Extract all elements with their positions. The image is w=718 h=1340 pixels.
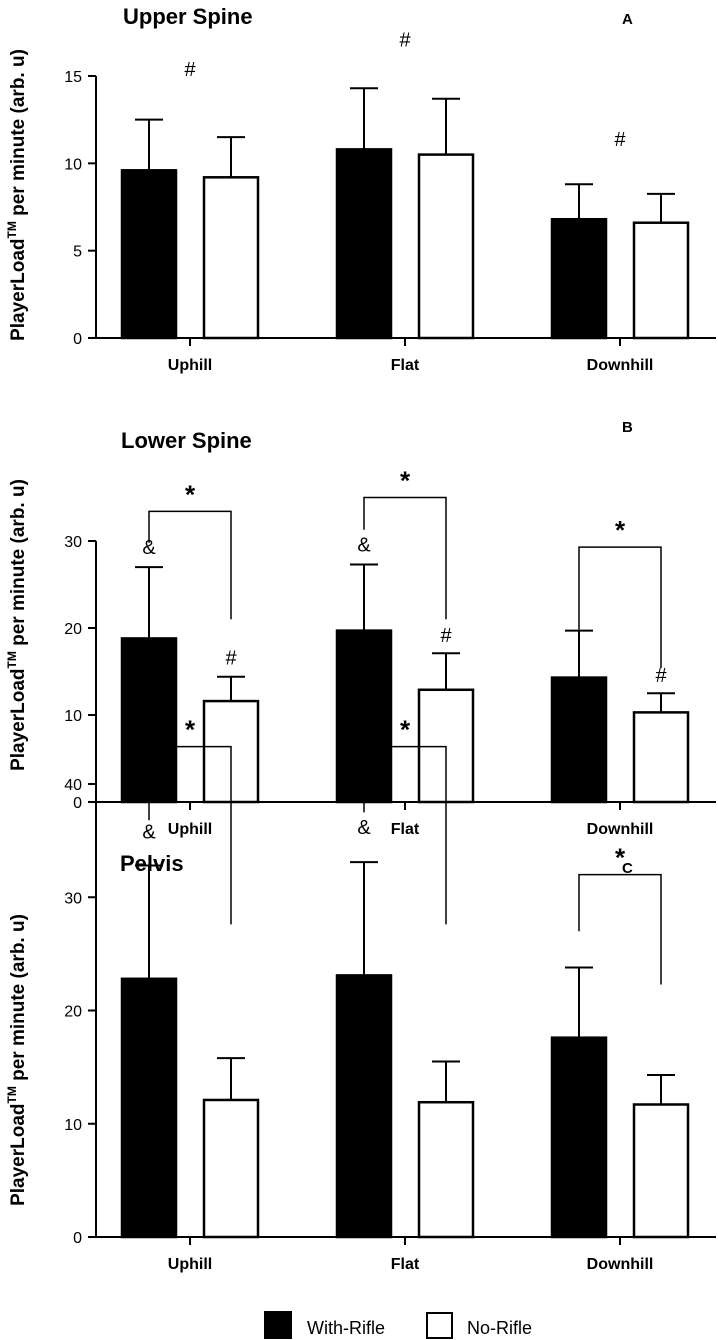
y-tick-label: 15 [64, 69, 82, 86]
legend-label-no-rifle: No-Rifle [467, 1318, 532, 1338]
legend-label-with-rifle: With-Rifle [307, 1318, 385, 1338]
panel-title: Pelvis [120, 851, 184, 876]
bar-no-rifle [417, 153, 475, 340]
significance-bracket [578, 546, 662, 669]
bar-no-rifle [417, 1100, 475, 1239]
x-category-label: Flat [391, 821, 420, 838]
significance-mark: # [184, 59, 196, 81]
significance-mark: & [142, 821, 156, 843]
x-category-label: Downhill [587, 821, 654, 838]
significance-star: * [185, 715, 196, 745]
bar-no-rifle [202, 1098, 260, 1239]
significance-mark: & [357, 534, 371, 556]
panel-title: Upper Spine [123, 4, 253, 29]
significance-mark: # [614, 129, 626, 151]
y-tick-label: 0 [73, 331, 82, 348]
x-category-label: Flat [391, 1256, 420, 1273]
bar-no-rifle [632, 221, 690, 340]
bar-with-rifle [550, 1036, 608, 1239]
significance-star: * [185, 479, 196, 509]
significance-bracket [148, 745, 232, 925]
y-tick-label: 40 [64, 777, 82, 794]
bar-with-rifle [335, 148, 393, 340]
y-tick-label: 20 [64, 621, 82, 638]
y-tick-label: 10 [64, 708, 82, 725]
y-axis-label-upper-spine: PlayerLoadTM per minute (arb. u) [5, 49, 29, 341]
significance-mark: & [357, 817, 371, 839]
significance-mark: # [440, 625, 452, 647]
legend-swatch-with-rifle [264, 1311, 292, 1339]
y-tick-label: 10 [64, 1117, 82, 1134]
panel-letter: C [622, 860, 633, 877]
y-tick-label: 5 [73, 244, 82, 261]
y-tick-label: 0 [73, 1230, 82, 1247]
bar-with-rifle [120, 977, 178, 1239]
bar-with-rifle [550, 676, 608, 804]
bar-no-rifle [632, 711, 690, 804]
y-tick-label: 30 [64, 534, 82, 551]
bar-with-rifle [550, 217, 608, 340]
panel-title: Lower Spine [121, 428, 252, 453]
panel-letter: A [622, 11, 633, 28]
y-tick-label: 10 [64, 156, 82, 173]
bar-no-rifle [632, 1103, 690, 1239]
y-axis-label-lower-spine: PlayerLoadTM per minute (arb. u) [5, 479, 29, 771]
y-axis-label-pelvis: PlayerLoadTM per minute (arb. u) [5, 914, 29, 1206]
significance-mark: # [655, 665, 667, 687]
legend: With-Rifle No-Rifle [264, 1311, 532, 1339]
bar-with-rifle [120, 637, 178, 804]
x-category-label: Downhill [587, 1256, 654, 1273]
x-category-label: Downhill [587, 357, 654, 374]
x-category-label: Uphill [168, 821, 212, 838]
x-category-label: Flat [391, 357, 420, 374]
bar-with-rifle [120, 169, 178, 340]
significance-star: * [615, 843, 626, 873]
significance-mark: # [399, 29, 411, 51]
significance-mark: # [225, 648, 237, 670]
panel-a: Upper Spine A 0 5 10 15 Uphill Flat Downhill # # # [64, 4, 716, 374]
bar-no-rifle [202, 176, 260, 340]
x-category-label: Uphill [168, 357, 212, 374]
y-tick-label: 20 [64, 1004, 82, 1021]
significance-bracket [578, 873, 662, 985]
significance-star: * [615, 515, 626, 545]
x-category-label: Uphill [168, 1256, 212, 1273]
significance-bracket [148, 510, 232, 620]
significance-bracket [363, 496, 447, 620]
legend-swatch-no-rifle [426, 1312, 453, 1339]
panel-c: Pelvis C 0 10 20 30 40 Uphill Flat Downhill * * * & & [64, 715, 716, 1273]
bar-with-rifle [335, 974, 393, 1239]
significance-star: * [400, 466, 411, 496]
significance-star: * [400, 715, 411, 745]
significance-mark: & [142, 537, 156, 559]
panel-b: Lower Spine B 0 10 20 30 Uphill Flat Downhill * * *… [64, 419, 716, 838]
significance-bracket [363, 745, 447, 925]
y-tick-label: 30 [64, 890, 82, 907]
panel-letter: B [622, 419, 633, 436]
y-tick-label: 0 [73, 795, 82, 812]
